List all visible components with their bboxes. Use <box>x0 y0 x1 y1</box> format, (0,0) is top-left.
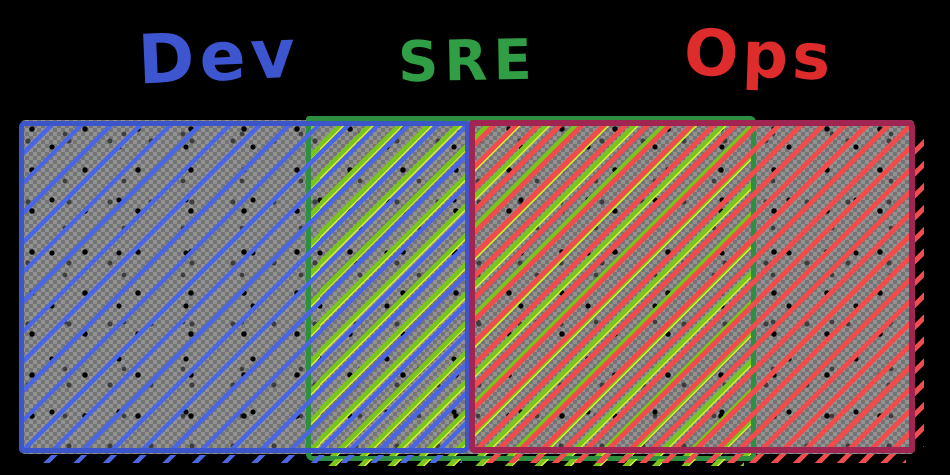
sre-label: SRE <box>397 27 539 96</box>
dev-hatch-overshoot <box>28 455 462 463</box>
ops-hatch-overshoot-bottom <box>480 454 906 463</box>
dev-region <box>19 121 470 453</box>
ops-hatch-overshoot-right <box>915 133 924 447</box>
dev-label: Dev <box>136 14 302 101</box>
ops-label: Ops <box>682 16 836 96</box>
ops-region <box>469 120 915 453</box>
